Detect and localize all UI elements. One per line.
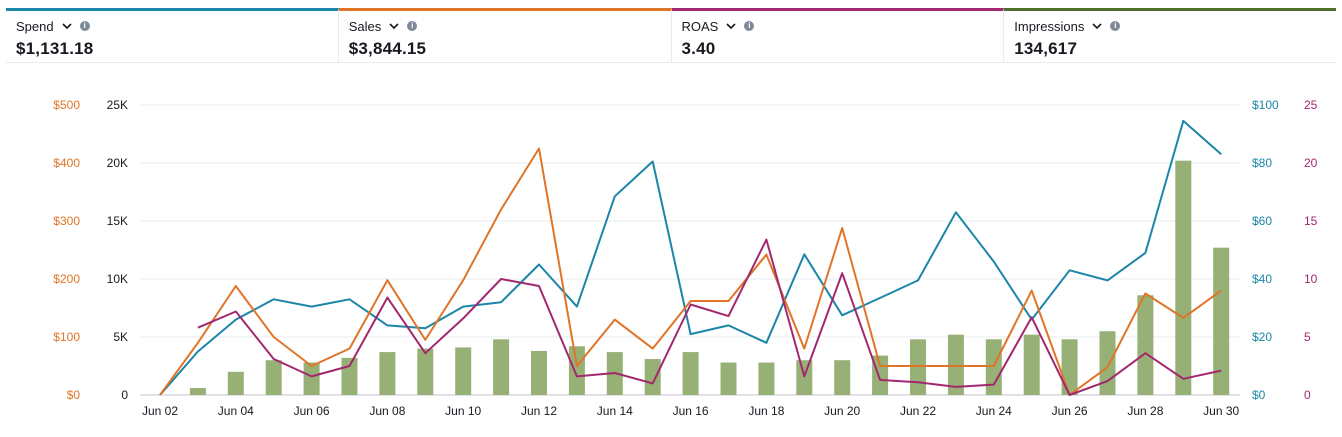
roas-axis-tick: 5 xyxy=(1304,330,1311,344)
sales-axis-tick: $200 xyxy=(53,272,80,286)
impressions-bar xyxy=(493,339,510,395)
spend-axis-tick: $60 xyxy=(1252,214,1272,228)
x-axis-tick: Jun 08 xyxy=(369,404,405,418)
roas-axis-tick: 25 xyxy=(1304,98,1318,112)
x-axis-tick: Jun 24 xyxy=(976,404,1012,418)
impressions-bar xyxy=(1023,334,1040,395)
x-axis-tick: Jun 20 xyxy=(824,404,860,418)
impressions-axis-tick: 25K xyxy=(107,98,128,112)
impressions-axis-tick: 10K xyxy=(107,272,128,286)
sales-axis-tick: $100 xyxy=(53,330,80,344)
impressions-axis-tick: 0 xyxy=(121,388,128,402)
roas-axis-tick: 20 xyxy=(1304,156,1318,170)
impressions-bar xyxy=(758,362,775,395)
impressions-bar xyxy=(1099,331,1116,395)
impressions-bar xyxy=(682,352,699,395)
x-axis-tick: Jun 16 xyxy=(673,404,709,418)
impressions-bar xyxy=(379,352,396,395)
metric-label: Sales xyxy=(348,18,382,34)
sales-axis-tick: $0 xyxy=(67,388,81,402)
metric-value: 134,617 xyxy=(1014,39,1078,58)
impressions-bar xyxy=(1175,160,1192,395)
impressions-bar xyxy=(227,371,244,395)
impressions-axis-tick: 20K xyxy=(107,156,128,170)
spend-axis-tick: $40 xyxy=(1252,272,1272,286)
impressions-axis-tick: 15K xyxy=(107,214,128,228)
impressions-bar xyxy=(834,360,851,395)
metrics-bar: Spend i $1,131.18 Sales i $3,844.15 ROAS… xyxy=(6,8,1336,63)
impressions-bar xyxy=(985,339,1002,395)
impressions-bar xyxy=(455,347,472,395)
roas-axis-tick: 15 xyxy=(1304,214,1318,228)
impressions-axis-tick: 5K xyxy=(113,330,128,344)
sales-axis-tick: $300 xyxy=(53,214,80,228)
x-axis-tick: Jun 06 xyxy=(294,404,330,418)
spend-axis-tick: $80 xyxy=(1252,156,1272,170)
roas-line xyxy=(197,238,1222,396)
impressions-bar xyxy=(1137,295,1154,395)
x-axis-tick: Jun 28 xyxy=(1127,404,1163,418)
info-icon[interactable]: i xyxy=(1110,21,1121,31)
x-axis-tick: Jun 14 xyxy=(597,404,633,418)
metric-label: Spend xyxy=(16,18,54,34)
metric-label: ROAS xyxy=(681,18,719,34)
impressions-bar xyxy=(341,357,358,395)
metric-card-roas[interactable]: ROAS i 3.40 xyxy=(671,8,1005,62)
metric-card-sales[interactable]: Sales i $3,844.15 xyxy=(338,8,672,62)
x-axis-tick: Jun 10 xyxy=(445,404,481,418)
roas-axis-tick: 10 xyxy=(1304,272,1318,286)
chevron-down-icon[interactable] xyxy=(389,21,399,31)
spend-axis-tick: $100 xyxy=(1252,98,1279,112)
impressions-bar xyxy=(303,362,320,395)
x-axis-tick: Jun 02 xyxy=(142,404,178,418)
chevron-down-icon[interactable] xyxy=(1092,21,1102,31)
x-axis-tick: Jun 22 xyxy=(900,404,936,418)
impressions-bar xyxy=(796,360,813,395)
info-icon[interactable]: i xyxy=(407,21,418,31)
spend-line xyxy=(159,119,1222,396)
chevron-down-icon[interactable] xyxy=(62,21,72,31)
sales-axis-tick: $400 xyxy=(53,156,80,170)
impressions-bar xyxy=(189,388,206,395)
x-axis-tick: Jun 12 xyxy=(521,404,557,418)
roas-axis-tick: 0 xyxy=(1304,388,1311,402)
impressions-bar xyxy=(1213,247,1230,395)
info-icon[interactable]: i xyxy=(744,21,755,31)
impressions-bar xyxy=(644,359,661,395)
x-axis-tick: Jun 04 xyxy=(218,404,254,418)
spend-axis-tick: $20 xyxy=(1252,330,1272,344)
impressions-bar xyxy=(265,360,282,395)
impressions-bar xyxy=(1061,339,1078,395)
impressions-bar xyxy=(910,339,926,395)
metric-value: $3,844.15 xyxy=(348,39,427,58)
metric-card-spend[interactable]: Spend i $1,131.18 xyxy=(6,8,339,62)
impressions-bar xyxy=(531,350,547,395)
x-axis-tick: Jun 18 xyxy=(748,404,784,418)
impressions-bar xyxy=(947,334,964,395)
chevron-down-icon[interactable] xyxy=(726,21,736,31)
metric-value: 3.40 xyxy=(681,39,716,58)
impressions-bar xyxy=(568,346,585,395)
x-axis-tick: Jun 26 xyxy=(1052,404,1088,418)
info-icon[interactable]: i xyxy=(79,21,90,31)
metric-label: Impressions xyxy=(1014,18,1085,34)
impressions-bar xyxy=(417,348,434,395)
impressions-bar xyxy=(720,362,737,395)
spend-axis-tick: $0 xyxy=(1252,388,1266,402)
sales-axis-tick: $500 xyxy=(53,98,80,112)
sales-line xyxy=(159,147,1222,396)
x-axis-tick: Jun 30 xyxy=(1203,404,1239,418)
metric-card-impressions[interactable]: Impressions i 134,617 xyxy=(1004,8,1336,62)
metric-value: $1,131.18 xyxy=(16,39,94,58)
